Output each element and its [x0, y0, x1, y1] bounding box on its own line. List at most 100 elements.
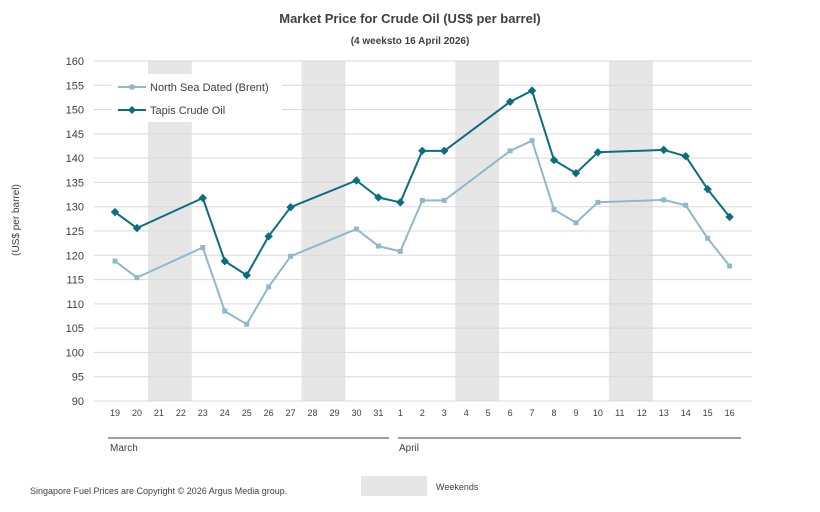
brent-point	[353, 226, 359, 232]
brent-point	[661, 197, 667, 203]
tapis-point	[396, 198, 405, 207]
tapis-point	[374, 193, 383, 202]
x-tick-label: 27	[286, 408, 296, 418]
legend-label-1: Tapis Crude Oil	[150, 105, 225, 117]
y-tick-label: 95	[72, 372, 84, 384]
y-tick-label: 120	[66, 250, 84, 262]
copyright-note: Singapore Fuel Prices are Copyright © 20…	[30, 486, 288, 496]
brent-point	[134, 275, 140, 281]
brent-point	[529, 138, 535, 144]
chart-title: Market Price for Crude Oil (US$ per barr…	[279, 11, 541, 26]
brent-point	[244, 321, 250, 327]
y-axis-ticks: 90 95 100 105 110 115 120 125 130 135 140 145 150 155…	[66, 56, 84, 408]
x-tick-label: 30	[351, 408, 361, 418]
legend-marker-tapis	[128, 106, 136, 114]
tapis-point	[352, 176, 361, 185]
tapis-point	[659, 145, 668, 155]
x-tick-label: 5	[486, 408, 491, 418]
chart-subtitle: (4 weeksto 16 April 2026)	[350, 36, 470, 47]
tapis-point	[132, 223, 142, 233]
y-tick-label: 140	[66, 153, 84, 165]
brent-point	[551, 207, 557, 213]
x-tick-label: 25	[242, 408, 252, 418]
legend-marker-brent	[129, 84, 135, 90]
tapis-point	[593, 148, 603, 157]
x-tick-label: 1	[398, 408, 403, 418]
tapis-point	[440, 146, 449, 156]
x-tick-label: 4	[464, 408, 469, 418]
tapis-point	[703, 185, 712, 194]
x-tick-label: 24	[220, 408, 230, 418]
x-tick-label: 8	[551, 408, 556, 418]
tapis-point	[725, 212, 734, 222]
legend-box	[112, 74, 282, 122]
brent-point	[397, 248, 403, 254]
brent-point	[683, 202, 689, 208]
y-tick-label: 135	[66, 177, 84, 189]
tapis-point	[198, 193, 207, 203]
brent-point	[375, 243, 381, 249]
y-tick-label: 130	[66, 202, 84, 214]
brent-point	[705, 235, 711, 241]
x-tick-label: 7	[530, 408, 535, 418]
x-tick-label: 6	[508, 408, 513, 418]
brent-point	[288, 253, 294, 259]
y-tick-label: 110	[66, 299, 84, 311]
x-tick-label: 11	[615, 408, 624, 418]
brent-point	[441, 197, 447, 203]
x-tick-label: 20	[132, 408, 142, 418]
legend: North Sea Dated (Brent) Tapis Crude Oil	[112, 74, 282, 122]
x-tick-label: 13	[659, 408, 669, 418]
brent-point	[573, 220, 579, 226]
x-tick-label: 19	[110, 408, 120, 418]
y-tick-label: 115	[66, 275, 84, 287]
y-tick-label: 150	[66, 105, 84, 117]
legend-label-0: North Sea Dated (Brent)	[150, 82, 269, 94]
tapis-point	[110, 207, 120, 217]
x-tick-label: 21	[154, 408, 164, 418]
tapis-point	[681, 152, 690, 161]
brent-point	[200, 245, 206, 251]
x-tick-label: 26	[264, 408, 274, 418]
x-tick-label: 3	[442, 408, 447, 418]
x-tick-label: 12	[637, 408, 647, 418]
x-tick-label: 15	[703, 408, 713, 418]
tapis-point	[571, 169, 581, 178]
brent-point	[266, 284, 272, 290]
tapis-point	[418, 146, 427, 156]
y-tick-label: 105	[66, 323, 84, 335]
weekends-legend-swatch	[361, 476, 427, 496]
tapis-point	[264, 232, 273, 241]
y-tick-label: 90	[72, 396, 84, 408]
y-tick-label: 125	[66, 226, 84, 238]
x-tick-label: 14	[681, 408, 691, 418]
y-tick-label: 100	[66, 347, 84, 359]
tapis-point	[505, 97, 515, 106]
series	[110, 86, 734, 327]
x-tick-label: 29	[329, 408, 339, 418]
x-axis-ticks: 19 20 21 22 23 24 25 26 27 28 29 30 31 1 2 3 4 5 6 7 8 9 10 11 1…	[110, 408, 735, 418]
tapis-point	[242, 271, 251, 280]
brent-point	[222, 308, 228, 314]
x-tick-label: 10	[593, 408, 603, 418]
brent-point	[112, 258, 118, 264]
y-tick-label: 155	[66, 80, 84, 92]
brent-point	[727, 263, 733, 269]
tapis-point	[286, 203, 295, 212]
y-axis-label: (US$ per barrel)	[11, 184, 22, 256]
tapis-point	[220, 256, 229, 266]
x-tick-label: 31	[373, 408, 383, 418]
x-tick-label: 2	[420, 408, 425, 418]
brent-point	[507, 148, 513, 154]
x-tick-label: 22	[176, 408, 186, 418]
tapis-point	[527, 86, 537, 95]
month-label-april: April	[399, 443, 420, 454]
brent-point	[595, 199, 601, 205]
x-tick-label: 23	[198, 408, 208, 418]
tapis-point	[549, 155, 559, 165]
y-tick-label: 145	[66, 129, 84, 141]
x-tick-label: 28	[308, 408, 318, 418]
weekends-legend-label: Weekends	[436, 482, 479, 492]
month-label-march: March	[110, 443, 138, 454]
